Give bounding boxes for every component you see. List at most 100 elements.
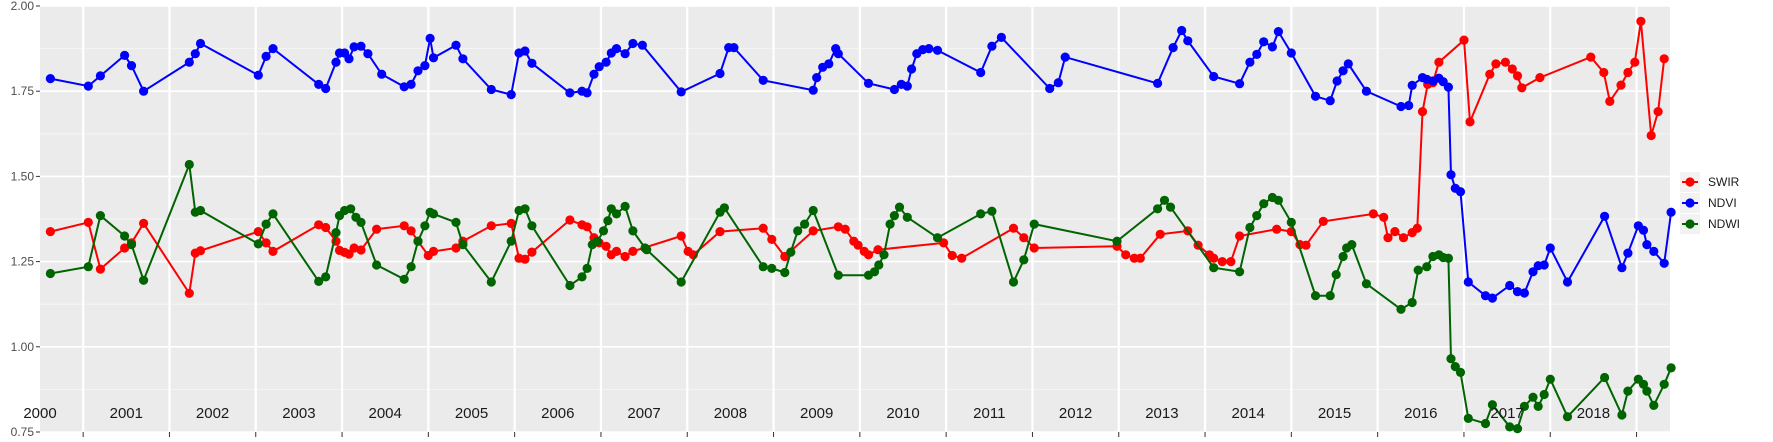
data-point-ndvi: [425, 33, 435, 44]
data-point-ndwi: [1165, 202, 1176, 212]
data-point-ndvi: [863, 78, 874, 88]
year-label: 2006: [541, 405, 574, 422]
data-point-ndvi: [1273, 27, 1283, 37]
data-point-swir: [1368, 209, 1378, 219]
data-point-ndvi: [1153, 78, 1163, 88]
year-label: 2000: [23, 405, 56, 422]
data-point-swir: [1235, 231, 1245, 241]
data-point-ndvi: [1404, 100, 1414, 111]
data-point-ndvi: [996, 32, 1007, 43]
data-point-ndvi: [1617, 263, 1627, 273]
data-point-ndvi: [1480, 291, 1491, 301]
data-point-swir: [399, 221, 409, 231]
data-point-ndwi: [1539, 389, 1549, 400]
data-point-ndwi: [399, 274, 409, 284]
data-point-ndvi: [824, 59, 834, 69]
data-point-swir: [95, 264, 105, 274]
data-point-swir: [372, 224, 382, 234]
data-point-swir: [184, 288, 194, 298]
data-point-ndwi: [1159, 195, 1170, 205]
data-point-ndvi: [924, 44, 934, 54]
data-point-ndvi: [589, 69, 599, 79]
year-label: 2003: [282, 405, 315, 422]
data-point-ndwi: [1153, 204, 1163, 214]
data-point-ndwi: [1617, 410, 1627, 420]
year-label: 2005: [455, 405, 488, 422]
data-point-swir: [1491, 59, 1501, 69]
data-point-ndwi: [611, 209, 622, 219]
data-point-ndwi: [1245, 222, 1255, 233]
data-point-ndvi: [1252, 49, 1262, 60]
data-point-ndvi: [126, 61, 137, 71]
data-point-ndwi: [139, 275, 149, 285]
data-point-ndvi: [1505, 280, 1515, 291]
data-point-ndwi: [331, 228, 341, 238]
data-point-ndwi: [527, 221, 537, 231]
data-point-ndwi: [1533, 401, 1543, 411]
data-point-ndwi: [767, 263, 777, 273]
data-point-swir: [863, 250, 874, 260]
data-point-ndvi: [1539, 260, 1549, 270]
y-axis: 0.75 1.00 1.25 1.50 1.75 2.00: [11, 0, 1638, 439]
data-point-ndwi: [1347, 240, 1357, 250]
data-point-ndwi: [932, 233, 943, 243]
data-point-ndvi: [1168, 43, 1178, 53]
data-point-ndvi: [120, 50, 130, 61]
data-point-ndvi: [413, 66, 423, 76]
year-label: 2002: [196, 405, 229, 422]
data-point-ndwi: [372, 260, 382, 270]
data-point-ndwi: [1331, 270, 1341, 280]
legend-key-point: [1685, 198, 1695, 208]
y-tick-label: 1.75: [11, 84, 35, 98]
data-point-ndvi: [833, 49, 843, 59]
data-point-swir: [1599, 67, 1609, 78]
data-point-ndwi: [1519, 401, 1529, 411]
data-point-ndvi: [1623, 248, 1633, 258]
data-point-ndwi: [620, 201, 630, 211]
data-point-ndvi: [1443, 82, 1453, 92]
data-point-swir: [1318, 216, 1328, 226]
data-point-swir: [451, 243, 461, 253]
data-point-ndwi: [268, 209, 278, 219]
data-point-ndvi: [1245, 57, 1255, 67]
data-point-ndwi: [1666, 363, 1676, 373]
data-point-swir: [1301, 240, 1311, 250]
data-point-ndwi: [793, 226, 803, 236]
data-point-ndwi: [95, 211, 105, 221]
data-point-swir: [947, 250, 957, 261]
year-labels: 2000 2001 2002 2003 2004 2005 2006 2007 2008 2009…: [23, 405, 1610, 422]
data-point-ndwi: [1019, 255, 1029, 265]
year-label: 2009: [800, 405, 833, 422]
legend-item-swir: SWIR: [1680, 172, 1740, 192]
data-point-ndvi: [902, 81, 912, 91]
data-point-ndvi: [1519, 288, 1529, 298]
data-point-ndwi: [406, 262, 416, 272]
data-point-ndwi: [1642, 386, 1652, 396]
data-point-ndwi: [1235, 267, 1245, 277]
data-point-swir: [349, 243, 359, 253]
data-point-ndvi: [1455, 187, 1466, 197]
data-point-ndvi: [932, 45, 943, 55]
data-point-ndwi: [565, 280, 575, 291]
grid-lines: [40, 5, 1670, 433]
data-point-ndvi: [808, 85, 818, 95]
data-point-swir: [628, 246, 638, 256]
data-point-swir: [120, 243, 130, 253]
series-lines: [45, 16, 1676, 434]
data-point-ndwi: [1407, 297, 1417, 308]
data-point-ndvi: [1177, 25, 1187, 36]
data-point-ndwi: [1209, 263, 1219, 273]
data-point-ndvi: [1286, 48, 1296, 58]
data-point-ndwi: [1361, 279, 1371, 289]
data-point-swir: [1485, 69, 1495, 79]
data-point-ndwi: [1649, 400, 1659, 410]
data-point-ndvi: [190, 49, 200, 59]
data-point-ndwi: [987, 206, 997, 216]
year-label: 2011: [973, 405, 1005, 422]
data-point-ndvi: [1325, 96, 1335, 106]
data-point-ndwi: [314, 276, 324, 286]
data-point-ndvi: [349, 42, 359, 52]
data-point-ndvi: [729, 43, 739, 53]
data-point-ndwi: [874, 260, 884, 270]
